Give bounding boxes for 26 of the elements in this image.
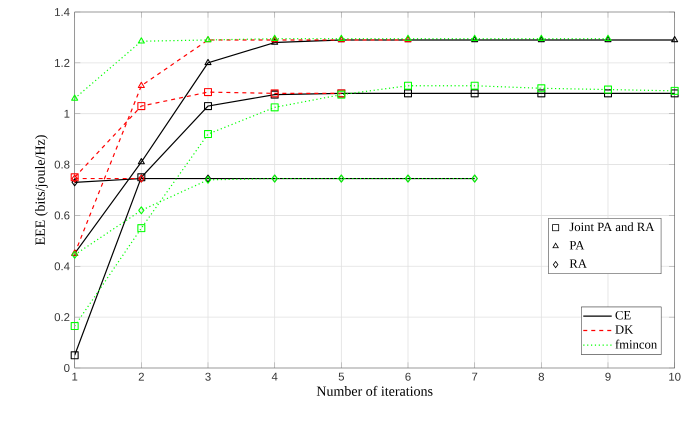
legend-label: DK — [615, 326, 634, 334]
x-tick-label: 5 — [338, 372, 344, 381]
legend-label: CE — [616, 311, 631, 320]
y-tick-label: 1.2 — [55, 59, 70, 67]
x-tick-label: 3 — [205, 372, 211, 381]
y-axis-title: EEE (bits/joule/Hz) — [35, 135, 48, 246]
legend-label: fmincon — [615, 340, 658, 349]
y-tick-label: 0.2 — [54, 313, 70, 322]
legend-label: Joint PA and RA — [570, 222, 654, 232]
x-tick-label: 1 — [72, 372, 78, 381]
legend-label: RA — [570, 260, 587, 268]
legend-label: PA — [570, 241, 584, 250]
y-tick-label: 1.4 — [55, 8, 70, 16]
y-tick-label: 0.8 — [54, 160, 70, 169]
x-tick-label: 4 — [272, 372, 278, 381]
x-tick-label: 8 — [538, 372, 544, 381]
x-tick-label: 9 — [605, 372, 611, 381]
y-tick-label: 1 — [64, 110, 70, 118]
x-axis-title: Number of iterations — [316, 386, 432, 396]
y-tick-label: 0.6 — [54, 212, 70, 220]
x-tick-label: 6 — [405, 372, 411, 381]
x-tick-label: 2 — [138, 372, 144, 381]
y-tick-label: 0.4 — [54, 262, 70, 270]
y-tick-label: 0 — [64, 364, 70, 372]
x-tick-label: 7 — [472, 372, 478, 381]
x-tick-label: 10 — [669, 372, 681, 381]
